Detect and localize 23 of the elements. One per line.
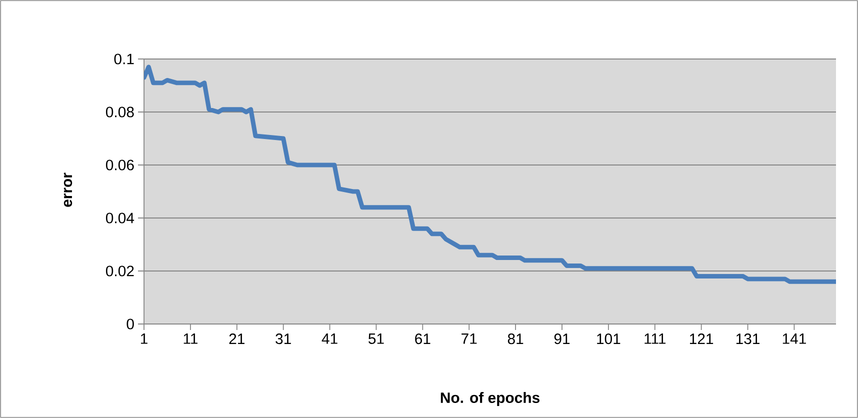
x-tick-label: 71: [462, 334, 477, 344]
x-tick-label: 61: [415, 334, 430, 344]
x-tick-label: 131: [736, 334, 760, 344]
x-tick-label: 91: [554, 334, 570, 344]
x-tick-label: 21: [229, 334, 244, 344]
y-tick-label: 0.1: [114, 54, 134, 64]
y-tick-label: 0.04: [106, 212, 134, 224]
x-tick-label: 31: [276, 334, 291, 344]
x-tick-label: 41: [322, 334, 338, 344]
y-axis-title: error: [64, 172, 72, 207]
x-tick-label: 121: [690, 334, 714, 344]
x-tick-label: 51: [368, 334, 384, 344]
y-tick-label: 0.06: [106, 160, 134, 170]
y-tick-label: 0.02: [106, 266, 134, 276]
x-tick-label: 101: [597, 334, 620, 344]
x-tick-label: 141: [782, 334, 806, 344]
x-tick-label: 111: [644, 334, 666, 344]
x-axis-title: No. of epochs: [440, 392, 540, 406]
y-tick-label: 0: [126, 318, 134, 330]
x-tick-label: 11: [184, 334, 198, 344]
x-tick-label: 81: [508, 334, 524, 344]
y-tick-label: 0.08: [106, 106, 134, 118]
x-tick-label: 1: [140, 334, 148, 344]
